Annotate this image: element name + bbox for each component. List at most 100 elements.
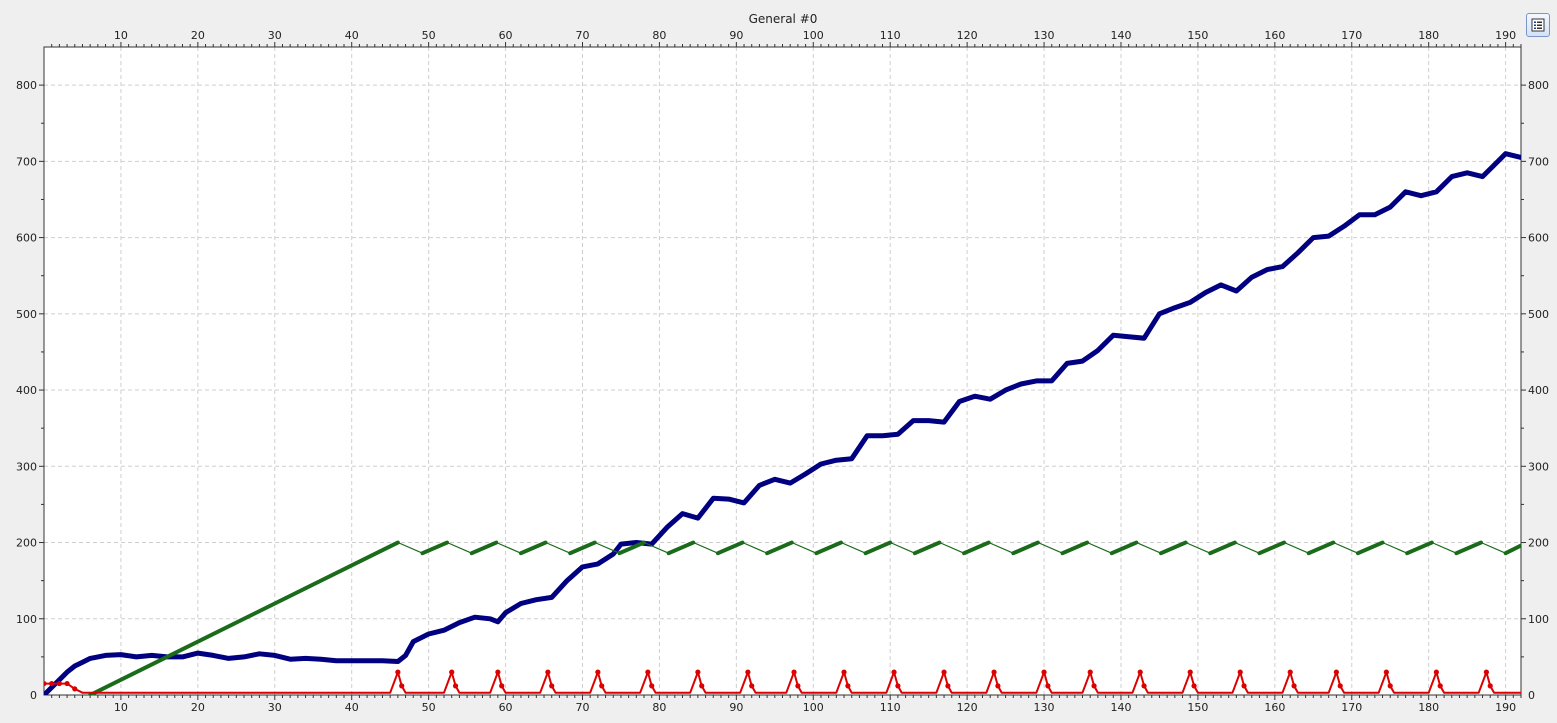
series-rising-segment: [1060, 540, 1090, 556]
x-tick-label-top: 150: [1187, 29, 1208, 42]
series-rising-segment: [1503, 543, 1521, 556]
x-tick-label-bottom: 100: [803, 701, 824, 714]
y-tick-label-left: 600: [16, 232, 37, 245]
series-rising-segment: [1454, 540, 1483, 556]
x-tick-label-bottom: 40: [345, 701, 359, 714]
legend-list-icon: [1531, 18, 1545, 32]
series-rising-segment: [518, 540, 548, 556]
y-tick-label-left: 300: [16, 460, 37, 473]
x-tick-label-top: 110: [880, 29, 901, 42]
y-tick-label-right: 0: [1528, 689, 1535, 702]
series-point: [995, 683, 1001, 689]
x-tick-label-bottom: 80: [652, 701, 666, 714]
series-point: [499, 683, 505, 689]
series-point: [72, 686, 78, 692]
x-tick-label-bottom: 60: [499, 701, 513, 714]
x-tick-label-bottom: 20: [191, 701, 205, 714]
x-tick-label-top: 10: [114, 29, 128, 42]
x-tick-label-top: 40: [345, 29, 359, 42]
series-point: [941, 669, 947, 675]
series-rising-segment: [88, 540, 400, 695]
x-tick-label-top: 170: [1341, 29, 1362, 42]
series-rising-segment: [814, 540, 843, 556]
y-tick-label-left: 500: [16, 308, 37, 321]
x-tick-label-bottom: 90: [729, 701, 743, 714]
series-point: [399, 683, 405, 689]
series-point: [945, 683, 951, 689]
series-rising-segment: [1109, 540, 1139, 556]
series-point: [645, 669, 651, 675]
series-rising-segment: [863, 540, 893, 556]
series-line: [44, 151, 1521, 695]
x-tick-label-bottom: 160: [1264, 701, 1285, 714]
series-point: [1487, 683, 1493, 689]
series-point: [749, 683, 755, 689]
series-point: [1433, 669, 1439, 675]
series-point: [895, 683, 901, 689]
x-tick-label-top: 90: [729, 29, 743, 42]
y-tick-label-left: 800: [16, 79, 37, 92]
x-tick-label-bottom: 150: [1187, 701, 1208, 714]
series-rising-segment: [1257, 540, 1287, 556]
chart-title: General #0: [749, 12, 818, 26]
series-point: [452, 683, 459, 689]
series-point: [649, 683, 655, 689]
series-point: [1483, 669, 1489, 675]
series-point: [1333, 669, 1339, 675]
x-tick-label-bottom: 30: [268, 701, 282, 714]
series-point: [1291, 683, 1297, 689]
series-rising-segment: [715, 540, 745, 556]
series-point: [495, 669, 501, 675]
y-tick-label-right: 300: [1528, 460, 1549, 473]
x-tick-label-top: 160: [1264, 29, 1285, 42]
series-point: [56, 680, 62, 687]
x-tick-label-bottom: 70: [575, 701, 589, 714]
series-point: [991, 669, 997, 675]
series-rising-segment: [420, 540, 450, 556]
x-tick-label-top: 80: [652, 29, 666, 42]
y-tick-label-left: 0: [30, 689, 37, 702]
series-point: [695, 669, 701, 675]
series-rising-segment: [765, 540, 794, 556]
series-point: [395, 669, 401, 675]
x-tick-label-top: 190: [1495, 29, 1516, 42]
x-tick-label-bottom: 120: [957, 701, 978, 714]
x-tick-label-top: 100: [803, 29, 824, 42]
y-tick-label-left: 700: [16, 155, 37, 168]
y-tick-label-right: 600: [1528, 232, 1549, 245]
series-point: [1087, 669, 1093, 675]
series-point: [1187, 669, 1193, 675]
series-rising-segment: [1208, 540, 1237, 556]
x-tick-label-top: 70: [575, 29, 589, 42]
series-point: [1437, 683, 1443, 689]
series-point: [1137, 669, 1143, 675]
series-rising-segment: [1405, 540, 1434, 556]
series-point: [699, 683, 705, 689]
series-point: [549, 683, 555, 689]
x-tick-label-top: 130: [1034, 29, 1055, 42]
axis-layer: 10 10 20 20 30 30 40 40 50 50 60 60 70 70 80 80 90 90 100 1…: [16, 29, 1549, 714]
x-tick-label-bottom: 170: [1341, 701, 1362, 714]
x-tick-label-top: 180: [1418, 29, 1439, 42]
x-tick-label-bottom: 130: [1034, 701, 1055, 714]
legend-button[interactable]: [1526, 13, 1550, 37]
series-point: [1045, 683, 1051, 689]
series-point: [745, 669, 751, 675]
series-point: [891, 669, 897, 675]
series-point: [1041, 669, 1047, 675]
series-rising-segment: [469, 540, 499, 556]
series-point: [44, 680, 47, 687]
series-point: [1191, 683, 1197, 689]
series-rising-segment: [1306, 540, 1336, 556]
series-point: [1141, 683, 1147, 689]
series-line: [89, 541, 1521, 695]
y-tick-label-right: 800: [1528, 79, 1549, 92]
y-tick-label-right: 700: [1528, 155, 1549, 168]
y-tick-label-left: 100: [16, 613, 37, 626]
plot-background: [44, 47, 1521, 695]
x-tick-label-top: 140: [1110, 29, 1131, 42]
series-point: [49, 680, 55, 687]
series-point: [449, 669, 455, 675]
